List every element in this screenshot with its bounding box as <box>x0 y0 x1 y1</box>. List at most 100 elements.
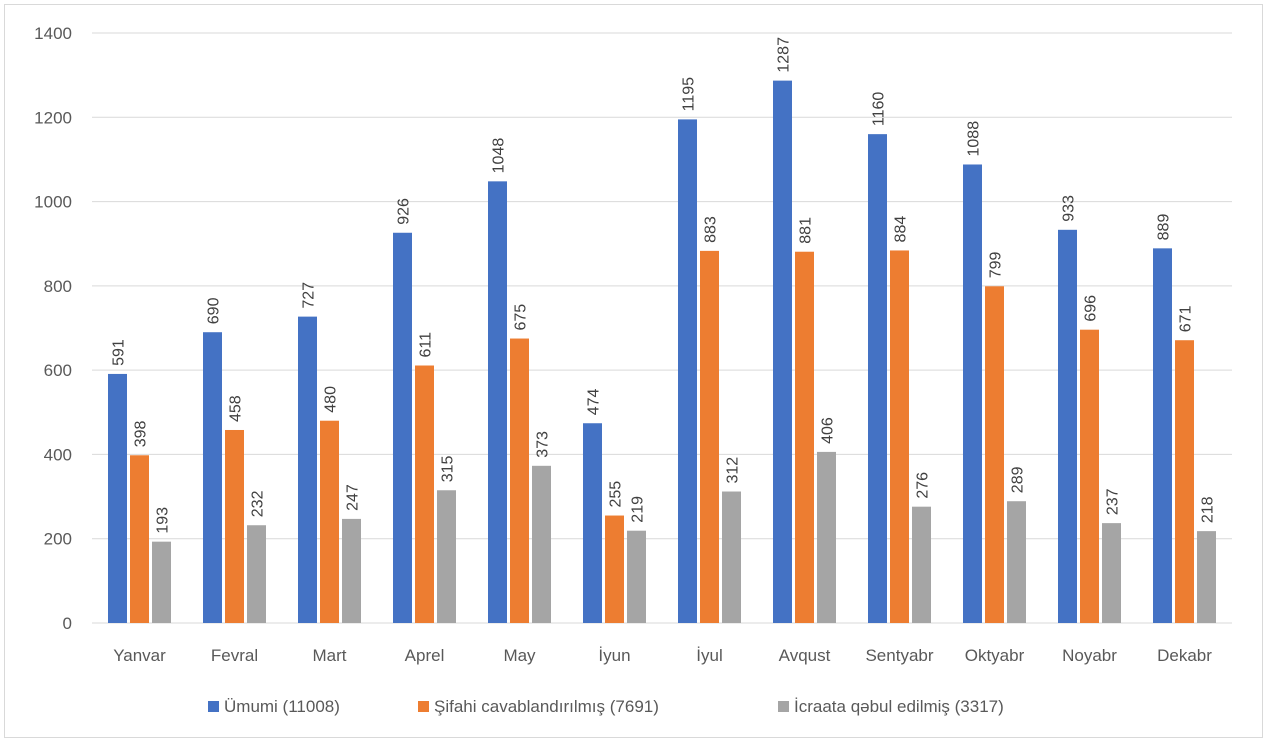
data-label: 926 <box>396 198 413 225</box>
bars <box>108 80 1216 624</box>
bar <box>1058 229 1077 624</box>
x-axis-ticks: Yanvar Fevral Mart Aprel May İyun İyul Avqust Se… <box>113 646 1212 665</box>
y-tick-label: 0 <box>63 614 72 633</box>
data-label: 671 <box>1178 305 1195 332</box>
data-label: 406 <box>820 417 837 444</box>
bar <box>342 518 361 623</box>
bar <box>393 232 412 623</box>
legend-swatch <box>778 701 789 712</box>
data-label: 232 <box>250 490 267 517</box>
data-label: 884 <box>893 216 910 243</box>
data-label: 315 <box>440 455 457 482</box>
data-label: 889 <box>1156 214 1173 241</box>
bar <box>298 316 317 623</box>
bar <box>1007 501 1026 623</box>
bar <box>722 491 741 623</box>
data-label: 276 <box>915 472 932 499</box>
bar <box>890 250 909 623</box>
x-tick-label: Noyabr <box>1062 646 1117 665</box>
data-label: 727 <box>301 282 318 309</box>
data-label: 1160 <box>871 92 888 127</box>
bar <box>773 80 792 623</box>
data-label: 458 <box>228 395 245 422</box>
bar <box>583 423 602 623</box>
data-label: 1088 <box>966 121 983 157</box>
bar <box>130 455 149 623</box>
data-label: 799 <box>988 251 1005 278</box>
bar <box>488 181 507 624</box>
y-tick-label: 1000 <box>34 193 72 212</box>
y-axis-ticks: 0 200 400 600 800 1000 1200 1400 <box>34 24 72 633</box>
bar <box>605 515 624 623</box>
y-tick-label: 600 <box>44 361 72 380</box>
data-label: 675 <box>513 304 530 331</box>
x-tick-label: Oktyabr <box>965 646 1025 665</box>
y-tick-label: 1200 <box>34 108 72 127</box>
data-label: 881 <box>798 217 815 244</box>
data-label: 591 <box>111 339 128 366</box>
data-label: 1048 <box>491 138 508 174</box>
bar <box>1102 523 1121 623</box>
bar <box>108 373 127 623</box>
legend-swatch <box>208 701 219 712</box>
data-label: 1195 <box>681 77 698 112</box>
bar <box>817 451 836 623</box>
data-label: 474 <box>586 388 603 415</box>
bar <box>247 525 266 623</box>
bar <box>415 365 434 623</box>
data-label: 883 <box>703 216 720 243</box>
data-label: 312 <box>725 457 742 484</box>
bar <box>963 164 982 623</box>
y-tick-label: 1400 <box>34 24 72 43</box>
x-tick-label: Fevral <box>211 646 258 665</box>
y-tick-label: 400 <box>44 445 72 464</box>
bar <box>1080 329 1099 623</box>
bar <box>1197 531 1216 623</box>
x-tick-label: Dekabr <box>1157 646 1212 665</box>
legend-label: İcraata qəbul edilmiş (3317) <box>794 697 1004 716</box>
data-label: 373 <box>535 431 552 458</box>
data-label: 255 <box>608 481 625 508</box>
bar <box>532 465 551 623</box>
data-label: 480 <box>323 386 340 413</box>
bar <box>1175 340 1194 623</box>
bar <box>203 332 222 623</box>
data-label: 219 <box>630 496 647 523</box>
data-label: 289 <box>1010 466 1027 493</box>
data-label: 237 <box>1105 488 1122 515</box>
bar <box>1153 248 1172 623</box>
data-label: 611 <box>418 332 435 358</box>
bar <box>795 251 814 623</box>
x-tick-label: Yanvar <box>113 646 166 665</box>
bar <box>985 286 1004 623</box>
legend: Ümumi (11008) Şifahi cavablandırılmış (76… <box>208 697 1004 716</box>
data-label: 398 <box>133 420 150 447</box>
data-label: 696 <box>1083 295 1100 322</box>
bar <box>912 506 931 623</box>
bar <box>320 420 339 623</box>
y-tick-label: 800 <box>44 277 72 296</box>
legend-label: Şifahi cavablandırılmış (7691) <box>434 697 659 716</box>
legend-label: Ümumi (11008) <box>224 697 340 716</box>
y-tick-label: 200 <box>44 530 72 549</box>
data-label: 218 <box>1200 496 1217 523</box>
x-tick-label: Avqust <box>779 646 831 665</box>
bar <box>627 530 646 623</box>
bar <box>437 490 456 623</box>
legend-swatch <box>418 701 429 712</box>
data-label: 1287 <box>776 37 793 73</box>
x-tick-label: İyun <box>598 646 630 665</box>
bar <box>152 541 171 623</box>
x-tick-label: Aprel <box>405 646 445 665</box>
data-label: 193 <box>155 507 172 534</box>
x-tick-label: Mart <box>313 646 347 665</box>
data-label: 247 <box>345 484 362 511</box>
data-label: 690 <box>206 297 223 324</box>
data-labels: 591 398 193 690 458 232 727 480 247 926 611 315 1048… <box>111 37 1217 534</box>
bar <box>678 119 697 624</box>
bar <box>510 338 529 623</box>
bar <box>225 429 244 623</box>
bar <box>868 134 887 623</box>
gridlines <box>92 32 1232 624</box>
